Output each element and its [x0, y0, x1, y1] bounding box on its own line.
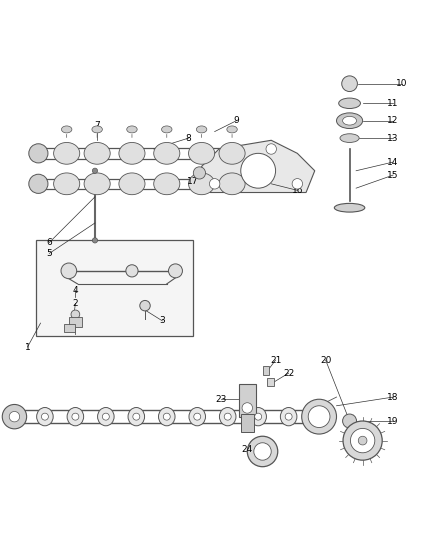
- Text: 3: 3: [159, 317, 165, 326]
- Circle shape: [71, 310, 80, 319]
- Ellipse shape: [67, 408, 84, 426]
- Text: 13: 13: [387, 134, 399, 143]
- Ellipse shape: [250, 408, 266, 426]
- Text: 4: 4: [73, 286, 78, 295]
- Ellipse shape: [219, 142, 245, 164]
- Ellipse shape: [37, 408, 53, 426]
- Circle shape: [254, 443, 271, 460]
- Ellipse shape: [280, 408, 297, 426]
- Circle shape: [285, 413, 292, 420]
- Text: 18: 18: [387, 393, 399, 401]
- Ellipse shape: [119, 142, 145, 164]
- Circle shape: [140, 301, 150, 311]
- Bar: [262, 366, 269, 375]
- Circle shape: [242, 403, 253, 413]
- Circle shape: [42, 413, 48, 420]
- Ellipse shape: [154, 142, 180, 164]
- Circle shape: [72, 413, 79, 420]
- Circle shape: [241, 154, 276, 188]
- Text: 24: 24: [242, 445, 253, 454]
- Ellipse shape: [219, 173, 245, 195]
- Ellipse shape: [196, 126, 207, 133]
- Circle shape: [350, 429, 375, 453]
- Ellipse shape: [302, 399, 336, 434]
- Ellipse shape: [308, 406, 330, 427]
- Text: 22: 22: [283, 369, 294, 377]
- Circle shape: [92, 238, 98, 243]
- Circle shape: [9, 411, 20, 422]
- Text: 12: 12: [387, 116, 399, 125]
- Circle shape: [224, 413, 231, 420]
- Circle shape: [169, 264, 183, 278]
- Text: 7: 7: [94, 120, 100, 130]
- Ellipse shape: [340, 134, 359, 142]
- Ellipse shape: [339, 98, 360, 109]
- Text: 6: 6: [46, 238, 52, 247]
- Text: 14: 14: [387, 158, 399, 166]
- Ellipse shape: [127, 126, 137, 133]
- Text: 15: 15: [387, 171, 399, 180]
- Text: 1: 1: [25, 343, 30, 352]
- Text: 8: 8: [186, 134, 191, 143]
- Ellipse shape: [162, 126, 172, 133]
- Circle shape: [194, 413, 201, 420]
- Bar: [239, 384, 256, 417]
- Text: 19: 19: [387, 416, 399, 425]
- Text: 21: 21: [270, 356, 281, 365]
- Ellipse shape: [84, 173, 110, 195]
- Circle shape: [209, 179, 220, 189]
- Ellipse shape: [92, 126, 102, 133]
- Ellipse shape: [61, 126, 72, 133]
- Circle shape: [102, 413, 110, 420]
- Ellipse shape: [188, 173, 215, 195]
- Circle shape: [266, 144, 276, 154]
- Ellipse shape: [154, 173, 180, 195]
- Ellipse shape: [84, 142, 110, 164]
- Circle shape: [133, 413, 140, 420]
- Text: 2: 2: [73, 299, 78, 308]
- Bar: [64, 324, 75, 332]
- Circle shape: [343, 414, 357, 428]
- Text: 9: 9: [233, 116, 239, 125]
- Text: 20: 20: [320, 356, 331, 365]
- Circle shape: [193, 167, 205, 179]
- Ellipse shape: [159, 408, 175, 426]
- Circle shape: [92, 168, 98, 173]
- Circle shape: [61, 263, 77, 279]
- Bar: [267, 378, 274, 386]
- Bar: [69, 317, 82, 327]
- Bar: [241, 415, 254, 432]
- Ellipse shape: [343, 116, 357, 125]
- Circle shape: [254, 413, 261, 420]
- Circle shape: [126, 265, 138, 277]
- Ellipse shape: [219, 408, 236, 426]
- Circle shape: [343, 421, 382, 460]
- Text: 17: 17: [187, 177, 199, 186]
- Text: 23: 23: [215, 395, 227, 403]
- Circle shape: [342, 76, 357, 92]
- Ellipse shape: [334, 204, 365, 212]
- Polygon shape: [201, 140, 315, 192]
- Ellipse shape: [53, 142, 80, 164]
- Circle shape: [358, 436, 367, 445]
- Circle shape: [247, 436, 278, 467]
- Ellipse shape: [98, 408, 114, 426]
- Text: 10: 10: [396, 79, 407, 88]
- Circle shape: [29, 174, 48, 193]
- Text: 11: 11: [387, 99, 399, 108]
- Ellipse shape: [189, 408, 205, 426]
- Ellipse shape: [119, 173, 145, 195]
- Circle shape: [163, 413, 170, 420]
- Ellipse shape: [53, 173, 80, 195]
- Text: 16: 16: [292, 186, 303, 195]
- Ellipse shape: [227, 126, 237, 133]
- Bar: [36, 240, 193, 336]
- Circle shape: [292, 179, 303, 189]
- Circle shape: [29, 144, 48, 163]
- Ellipse shape: [188, 142, 215, 164]
- Ellipse shape: [128, 408, 145, 426]
- Ellipse shape: [336, 113, 363, 128]
- Circle shape: [2, 405, 27, 429]
- Text: 5: 5: [46, 249, 52, 258]
